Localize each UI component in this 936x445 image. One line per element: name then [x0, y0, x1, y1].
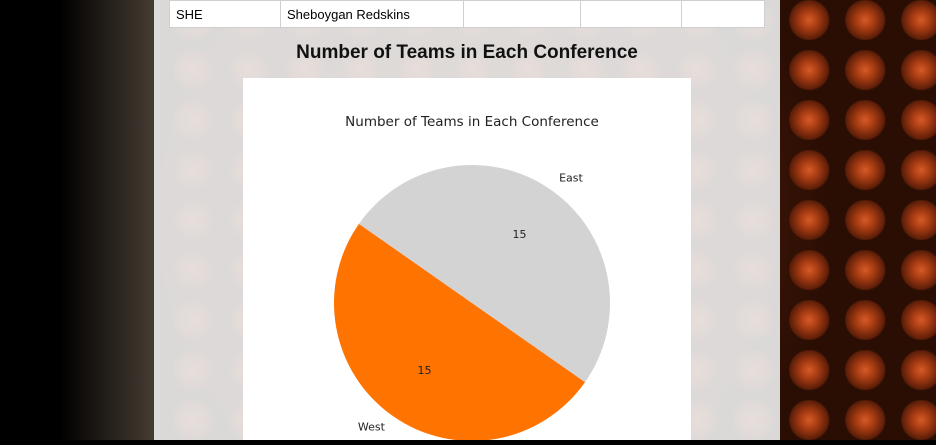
table-cell — [463, 0, 581, 28]
teams-table: SHE Sheboygan Redskins — [169, 0, 765, 28]
chart-title: Number of Teams in Each Conference — [345, 114, 599, 130]
table-cell — [580, 0, 682, 28]
chart-image: Number of Teams in Each Conference West 1… — [243, 78, 691, 442]
team-name-cell: Sheboygan Redskins — [280, 0, 464, 28]
team-abbr-cell: SHE — [169, 0, 281, 28]
section-title: Number of Teams in Each Conference — [296, 42, 638, 63]
slice-value-west: 15 — [418, 364, 432, 377]
pie-slice-east — [358, 165, 610, 383]
table-row: SHE Sheboygan Redskins — [169, 0, 765, 28]
pie-chart: Number of Teams in Each Conference West 1… — [334, 114, 610, 442]
content-panel: SHE Sheboygan Redskins Number of Teams i… — [154, 0, 780, 442]
table-cell — [681, 0, 765, 28]
slice-label-east: East — [559, 172, 583, 185]
slice-label-west: West — [358, 420, 386, 433]
slice-value-east: 15 — [512, 228, 526, 241]
pie-slice-west — [334, 223, 586, 442]
background-shadow — [0, 0, 160, 440]
